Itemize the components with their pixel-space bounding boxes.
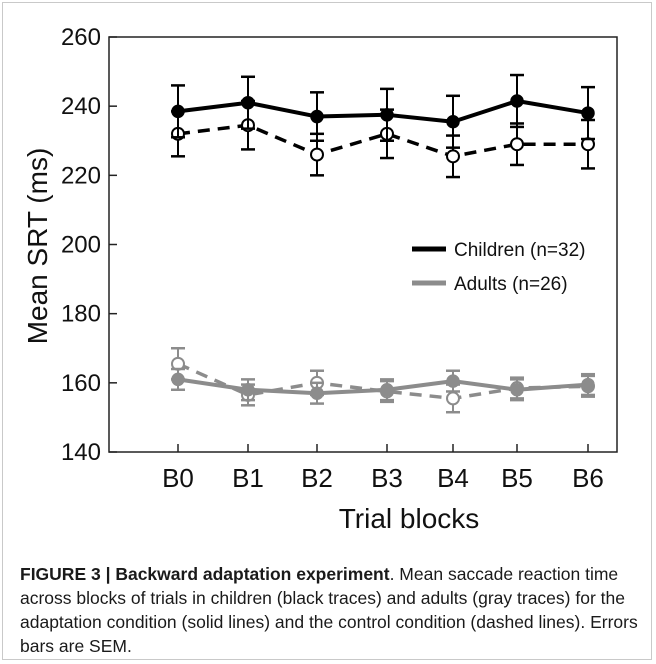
- data-point: [581, 377, 595, 392]
- data-point: [510, 383, 524, 397]
- data-point: [380, 383, 394, 397]
- y-tick-label: 260: [61, 24, 101, 51]
- caption-lead: FIGURE 3 | Backward adaptation experimen…: [20, 564, 390, 584]
- axes: 140 160 180 200 220 240 260 B0 B1 B2 B3 B4 B5 B6: [61, 24, 618, 493]
- data-point: [310, 386, 324, 400]
- series-layer: [171, 73, 595, 414]
- x-tick-label: B5: [501, 463, 533, 493]
- x-axis-label: Trial blocks: [339, 503, 480, 534]
- x-tick-label: B1: [232, 463, 264, 493]
- data-point: [310, 109, 324, 124]
- data-point: [171, 104, 185, 119]
- data-point: [241, 383, 255, 397]
- y-tick-label: 200: [61, 232, 101, 259]
- legend-label: Children (n=32): [454, 240, 586, 261]
- caption-text: . Mean saccade reaction time across bloc…: [20, 564, 638, 656]
- figure-caption: FIGURE 3 | Backward adaptation experimen…: [20, 562, 640, 658]
- y-tick-label: 240: [61, 93, 101, 120]
- data-point: [446, 114, 460, 129]
- data-point: [446, 374, 460, 388]
- y-tick-label: 220: [61, 162, 101, 189]
- y-tick-label: 140: [61, 439, 101, 466]
- series-children-adaptation: [171, 73, 595, 149]
- srt-line-chart: 140 160 180 200 220 240 260 B0 B1 B2 B3 B4 B5 B6 Chil…: [22, 24, 618, 534]
- data-point: [446, 391, 460, 406]
- x-tick-label: B3: [371, 463, 403, 493]
- legend: Children (n=32) Adults (n=26): [412, 240, 586, 295]
- x-tick-label: B4: [437, 463, 469, 493]
- legend-label: Adults (n=26): [454, 274, 568, 295]
- y-tick-label: 160: [61, 370, 101, 397]
- data-point: [241, 95, 255, 110]
- series-adults-adaptation: [171, 367, 595, 405]
- data-point: [380, 108, 394, 122]
- x-tick-label: B6: [572, 463, 604, 493]
- data-point: [510, 137, 524, 152]
- data-point: [171, 372, 185, 387]
- data-point: [510, 94, 524, 108]
- x-tick-label: B0: [162, 463, 194, 493]
- data-point: [581, 106, 595, 120]
- y-tick-label: 180: [61, 301, 101, 328]
- y-axis-label: Mean SRT (ms): [22, 148, 53, 345]
- data-point: [310, 147, 324, 162]
- x-tick-label: B2: [301, 463, 333, 493]
- data-point: [446, 149, 460, 164]
